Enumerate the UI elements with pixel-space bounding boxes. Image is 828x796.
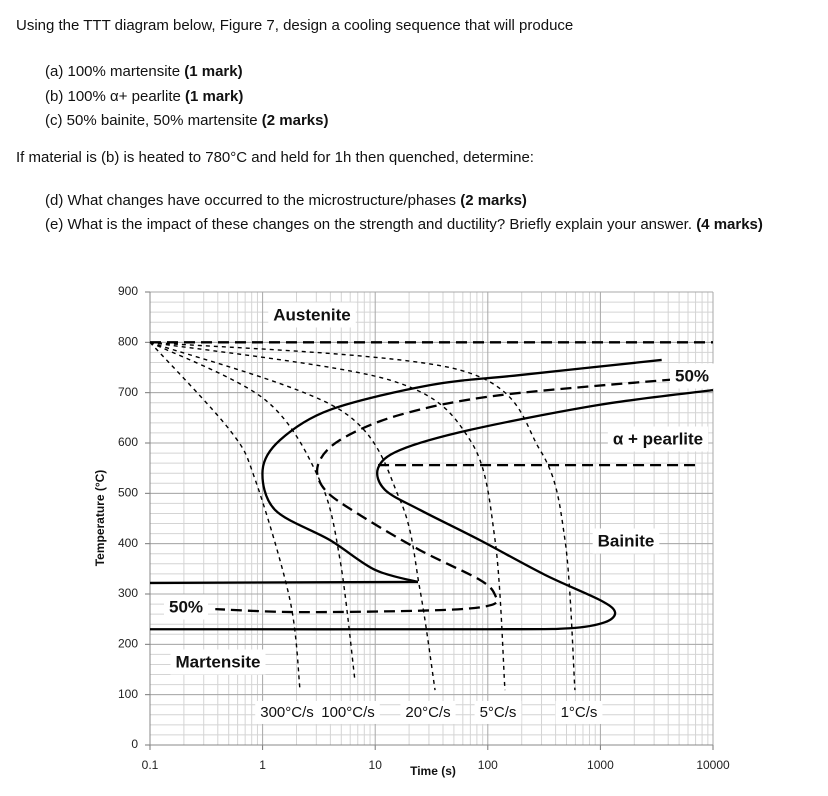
label-background [669,363,715,389]
cooling-rate-label: 300°C/s [260,704,314,721]
condition: If material is (b) is heated to 780°C an… [16,149,534,166]
label-background [607,426,709,452]
part-text: (d) What changes have occurred to the mi… [45,192,457,209]
curve [149,341,576,691]
annotation: 50% [169,597,203,616]
x-tick-label: 10 [369,758,383,772]
curve [149,341,506,691]
annotation-group: α + pearlite [607,426,709,452]
annotation: α + pearlite [613,429,703,448]
y-tick-label: 600 [118,435,138,449]
part: (d) What changes have occurred to the mi… [45,189,527,213]
x-tick-label: 1000 [587,758,614,772]
annotation-group: 50% [669,363,715,389]
label-background [400,700,456,724]
annotation-group: Bainite [592,528,660,554]
part-text: (a) 100% martensite [45,63,181,80]
part-text: (b) 100% α+ pearlite [45,88,181,105]
annotation-group: 50% [163,594,209,620]
y-tick-label: 400 [118,536,138,550]
y-tick-label: 900 [118,284,138,298]
cooling-rate-label-group: 5°C/s [474,700,522,724]
cooling-rate-label: 5°C/s [480,704,517,721]
cooling-rate-label: 20°C/s [405,704,450,721]
x-tick-label: 1 [259,758,266,772]
y-tick-label: 300 [118,586,138,600]
cooling-rate-label-group: 300°C/s [255,700,319,724]
curve [149,341,301,691]
y-tick-label: 0 [131,737,138,751]
part-text: (e) What is the impact of these changes … [45,216,693,233]
x-tick-label: 10000 [696,758,730,772]
part-marks: (2 marks) [261,112,329,129]
cooling-rate-label-group: 100°C/s [316,700,380,724]
annotation-group: Austenite [268,302,356,328]
curve [261,358,662,584]
part-marks: (1 mark) [184,63,243,80]
label-background [170,649,266,675]
part-marks: (2 marks) [460,192,527,209]
label-background [255,700,319,724]
part: (c) 50% bainite, 50% martensite (2 marks… [45,109,328,133]
annotation: Bainite [598,531,655,550]
y-tick-label: 800 [118,335,138,349]
intro: Using the TTT diagram below, Figure 7, d… [16,17,574,34]
cooling-rate-label-group: 20°C/s [400,700,456,724]
cooling-rate-label: 1°C/s [561,704,598,721]
cooling-rate-label: 100°C/s [321,704,375,721]
annotation: Martensite [175,652,260,671]
part: (b) 100% α+ pearlite (1 mark) [45,85,243,109]
curve [149,341,436,691]
label-background [268,302,356,328]
part-text: (c) 50% bainite, 50% martensite [45,112,258,129]
curve [215,376,691,614]
x-axis-title: Time (s) [410,764,456,778]
annotation: Austenite [273,305,350,324]
x-tick-label: 0.1 [142,758,159,772]
y-tick-label: 700 [118,385,138,399]
label-background [592,528,660,554]
part: (e) What is the impact of these changes … [45,213,824,237]
annotation: 50% [675,366,709,385]
curve [149,389,714,631]
label-background [163,594,209,620]
curve [149,580,419,585]
part-marks: (1 mark) [185,88,244,105]
y-tick-label: 100 [118,687,138,701]
x-tick-label: 100 [478,758,498,772]
label-background [555,700,603,724]
y-tick-label: 200 [118,637,138,651]
y-axis-title: Temperature (°C) [93,470,107,567]
annotation-group: Martensite [170,649,266,675]
y-tick-label: 500 [118,486,138,500]
part-marks: (4 marks) [696,216,763,233]
curve [149,341,356,681]
label-background [316,700,380,724]
part: (a) 100% martensite (1 mark) [45,60,243,84]
label-background [474,700,522,724]
cooling-rate-label-group: 1°C/s [555,700,603,724]
